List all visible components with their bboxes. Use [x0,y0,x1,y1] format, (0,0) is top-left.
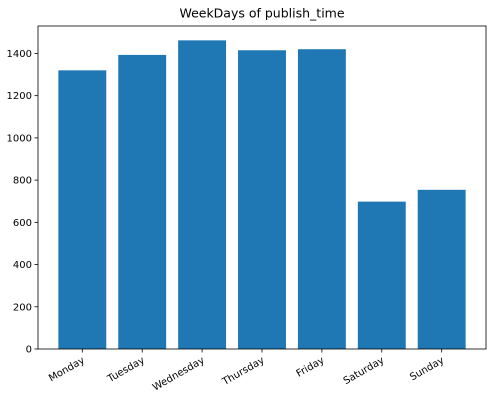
y-tick-label: 600 [13,218,32,229]
x-axis: Monday Tuesday Wednesday Thursday Friday Satu… [47,349,446,394]
x-tick-label-saturday: Saturday [342,355,387,387]
x-tick-label-monday: Monday [47,355,87,384]
y-axis: 0 200 400 600 800 1000 1200 1400 [7,49,38,356]
y-tick-label: 1200 [7,91,32,102]
y-tick-label: 1400 [7,49,32,60]
bar-saturday [357,201,406,349]
chart-title: WeekDays of publish_time [179,6,344,21]
bar-wednesday [178,40,227,349]
bar-tuesday [118,54,167,350]
plot-area [37,25,487,350]
bars-group [58,40,466,350]
bar-thursday [238,50,286,350]
y-tick-label: 1000 [7,133,32,144]
bar-friday [297,49,346,349]
x-tick-label-wednesday: Wednesday [151,355,207,394]
bar-sunday [417,189,466,349]
x-tick-label-thursday: Thursday [220,355,267,388]
bar-monday [58,70,107,349]
x-tick-label-sunday: Sunday [408,355,446,383]
y-tick-label: 200 [13,302,32,313]
y-tick-label: 400 [13,260,32,271]
x-tick-label-tuesday: Tuesday [105,355,147,385]
x-tick-label-friday: Friday [295,355,327,380]
y-tick-label: 0 [26,345,32,356]
y-tick-label: 800 [13,176,32,187]
